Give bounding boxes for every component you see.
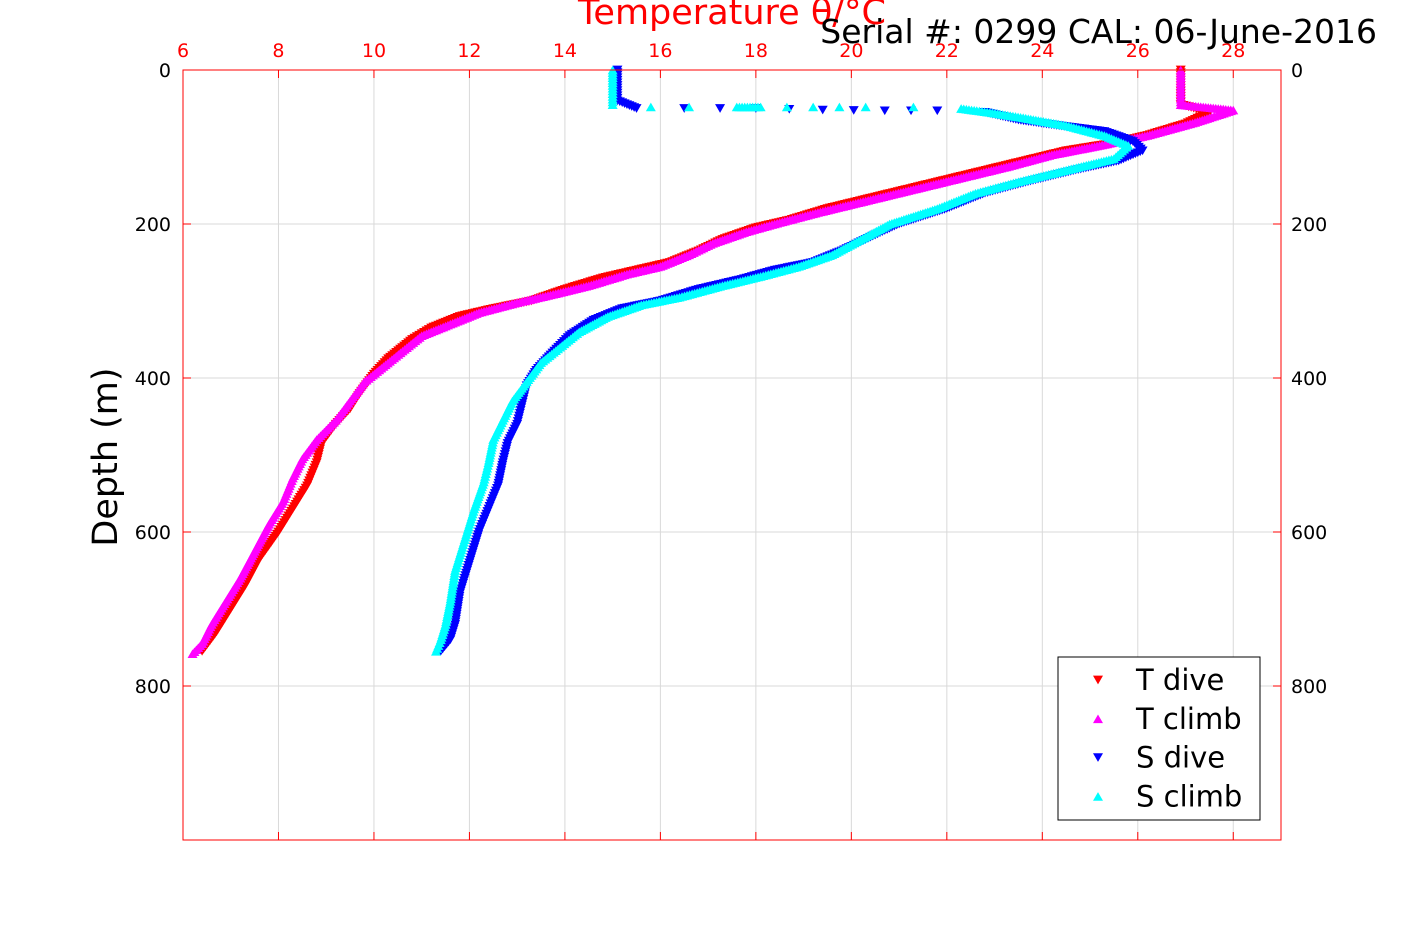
y-tick-label-left: 200 <box>135 214 171 236</box>
data-point <box>817 105 828 115</box>
legend-marker <box>1093 792 1103 801</box>
x-tick-label: 16 <box>648 40 672 62</box>
legend-box <box>1057 656 1261 821</box>
data-point <box>932 106 943 116</box>
data-points <box>187 65 1239 658</box>
y-tick-label-right: 600 <box>1291 522 1327 544</box>
x-tick-label: 8 <box>272 40 284 62</box>
axis-ticks: 6 8 10 12 14 16 18 20 22 24 26 28 0 200 400 600 800 0 200 4… <box>135 40 1327 840</box>
series-s-climb <box>431 65 1134 656</box>
data-point <box>860 102 871 112</box>
x-axis-title: Temperature θ/°C <box>577 0 886 33</box>
data-point <box>431 647 442 656</box>
data-point <box>684 102 695 112</box>
data-point <box>834 102 845 112</box>
data-point <box>879 106 890 116</box>
legend-marker <box>1093 714 1103 724</box>
legend-entry: T climb <box>1093 702 1242 736</box>
x-tick-label: 18 <box>744 40 768 62</box>
x-tick-label: 24 <box>1030 40 1054 62</box>
data-point <box>679 104 690 113</box>
data-point <box>715 104 726 113</box>
legend-entry: S climb <box>1093 779 1242 813</box>
x-tick-label: 12 <box>457 40 481 62</box>
legend-marker <box>1093 753 1103 762</box>
data-point <box>808 102 819 112</box>
x-tick-label: 28 <box>1221 40 1245 62</box>
data-point <box>631 104 642 113</box>
legend-marker <box>1093 675 1103 685</box>
legend-label: T dive <box>1135 663 1224 697</box>
y-tick-label-left: 800 <box>135 676 171 698</box>
data-point <box>755 102 766 112</box>
data-point <box>781 102 792 112</box>
data-point <box>848 106 859 115</box>
y-tick-label-right: 0 <box>1291 60 1303 82</box>
data-point <box>607 100 618 109</box>
y-axis-title: Depth (m) <box>86 367 126 546</box>
x-tick-label: 6 <box>177 40 189 62</box>
legend-label: S dive <box>1136 741 1225 775</box>
y-tick-label-left: 400 <box>135 368 171 390</box>
plot-frame <box>182 69 1282 841</box>
legend-entry: S dive <box>1093 741 1225 775</box>
x-tick-label: 26 <box>1126 40 1150 62</box>
x-tick-label: 22 <box>935 40 959 62</box>
y-tick-label-right: 200 <box>1291 214 1327 236</box>
legend-label: S climb <box>1136 779 1242 813</box>
data-point <box>908 102 919 112</box>
x-tick-label: 10 <box>362 40 386 62</box>
data-point <box>645 102 656 112</box>
x-tick-label: 20 <box>839 40 863 62</box>
legend-label: T climb <box>1135 702 1242 736</box>
y-tick-label-right: 800 <box>1291 676 1327 698</box>
legend-entry: T dive <box>1093 663 1224 697</box>
series-t-climb <box>187 65 1239 658</box>
chart-title: Serial #: 0299 CAL: 06-June-2016 <box>820 12 1377 51</box>
data-point <box>187 649 198 658</box>
y-tick-label-right: 400 <box>1291 368 1327 390</box>
y-tick-label-left: 0 <box>159 60 171 82</box>
legend: T dive T climb S dive S climb <box>1057 656 1261 821</box>
y-tick-label-left: 600 <box>135 522 171 544</box>
x-tick-label: 14 <box>553 40 577 62</box>
